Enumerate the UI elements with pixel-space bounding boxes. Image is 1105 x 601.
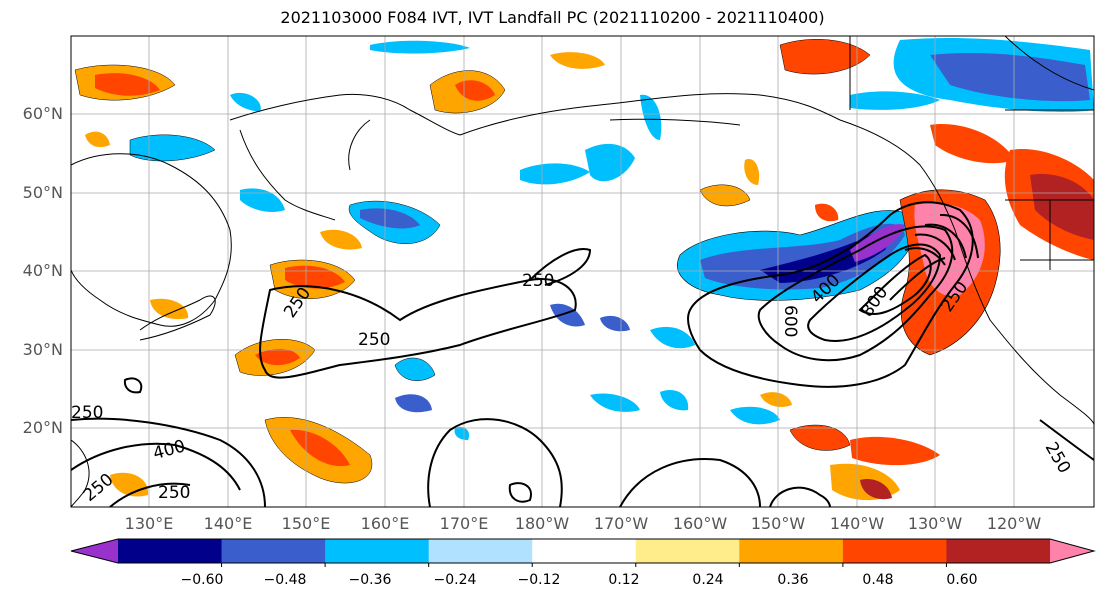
contour-label: 250 <box>358 330 390 350</box>
contour-label: 250 <box>158 483 190 503</box>
colorbar-segment <box>842 539 947 563</box>
colorbar-tick-label: 0.60 <box>946 572 978 588</box>
lon-label: 140°E <box>203 514 253 533</box>
graticule <box>71 36 1094 507</box>
ivt-contours <box>71 201 1094 507</box>
lon-label: 130°W <box>907 514 963 533</box>
colorbar <box>70 538 1096 567</box>
colorbar-extend-high <box>1050 539 1094 563</box>
colorbar-extend-low <box>71 539 118 563</box>
map-panel: 250 250 250 250 250 250 400 400 600 800 … <box>71 36 1094 507</box>
colorbar-segment <box>532 539 637 563</box>
colorbar-tick-label: −0.60 <box>180 572 224 588</box>
lon-label: 170°W <box>593 514 649 533</box>
lon-label: 140°W <box>829 514 885 533</box>
map-frame <box>70 35 1095 508</box>
colorbar-tick-label: 0.48 <box>862 572 894 588</box>
positive-anomaly-fields <box>74 39 1094 501</box>
colorbar-tick-label: 0.24 <box>692 572 724 588</box>
lon-label: 180°W <box>514 514 570 533</box>
colorbar-tick-label: −0.24 <box>433 572 477 588</box>
lon-label: 120°W <box>986 514 1042 533</box>
lon-label: 130°E <box>124 514 174 533</box>
lon-label: 160°W <box>672 514 728 533</box>
negative-anomaly-fields <box>129 38 1094 440</box>
colorbar-segment <box>739 539 844 563</box>
colorbar-tick-label: −0.48 <box>263 572 307 588</box>
lon-label: 170°E <box>439 514 489 533</box>
lat-label: 60°N <box>22 104 63 123</box>
coastlines <box>71 36 1094 507</box>
colorbar-tick-label: 0.36 <box>777 572 809 588</box>
lat-label: 20°N <box>22 418 63 437</box>
colorbar-segment <box>428 539 533 563</box>
contour-label: 600 <box>780 305 800 337</box>
colorbar-segment <box>946 539 1051 563</box>
colorbar-tick-label: −0.12 <box>517 572 561 588</box>
colorbar-segment <box>118 539 223 563</box>
colorbar-segment <box>635 539 740 563</box>
contour-label: 250 <box>522 271 554 291</box>
lon-label: 160°E <box>360 514 410 533</box>
colorbar-outline <box>70 538 1096 564</box>
lon-label: 150°W <box>750 514 806 533</box>
colorbar-tick-label: 0.12 <box>608 572 640 588</box>
colorbar-segment <box>221 539 326 563</box>
colorbar-segment <box>325 539 430 563</box>
map-title: 2021103000 F084 IVT, IVT Landfall PC (20… <box>280 8 825 27</box>
lon-label: 150°E <box>281 514 331 533</box>
lat-label: 30°N <box>22 340 63 359</box>
lat-label: 50°N <box>22 183 63 202</box>
colorbar-tick-label: −0.36 <box>348 572 392 588</box>
lat-label: 40°N <box>22 261 63 280</box>
contour-label: 250 <box>71 403 103 423</box>
